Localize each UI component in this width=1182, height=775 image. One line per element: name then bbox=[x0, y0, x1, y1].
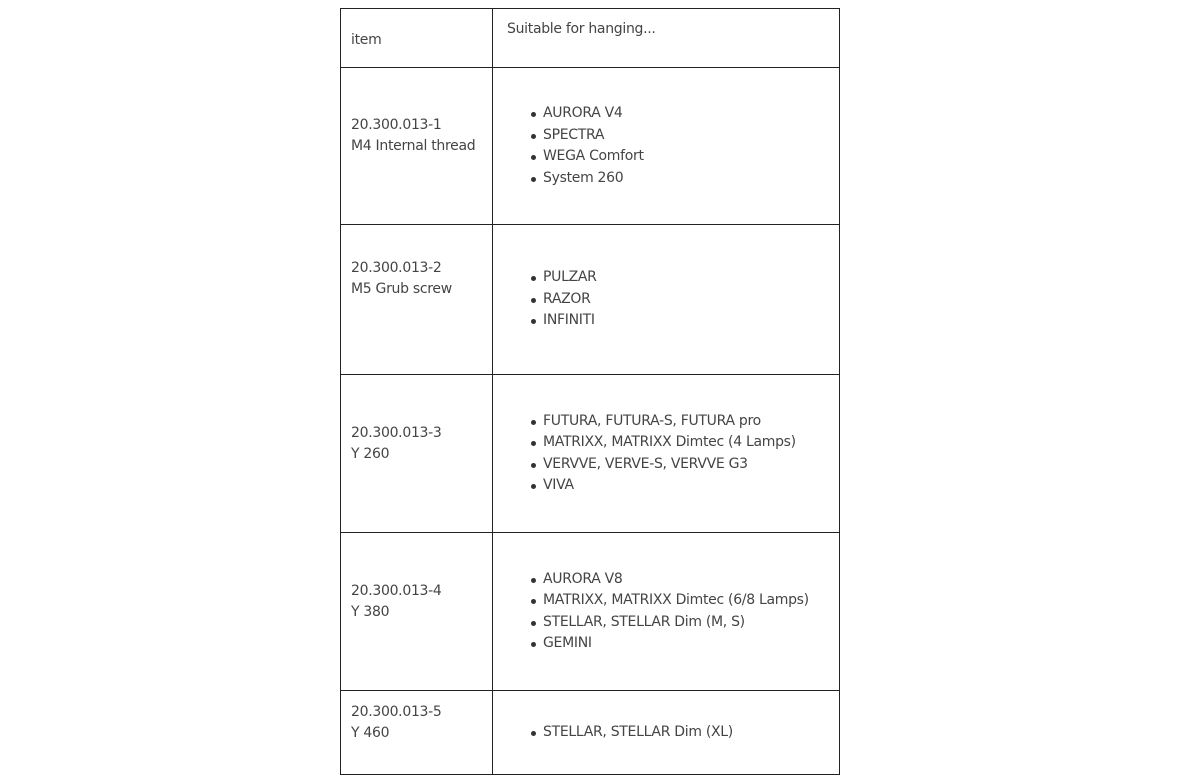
item-code: 20.300.013-2 bbox=[351, 260, 442, 276]
product-list: FUTURA, FUTURA-S, FUTURA pro MATRIXX, MAT… bbox=[507, 411, 829, 497]
table-row: 20.300.013-2 M5 Grub screw PULZAR RAZOR INFI… bbox=[340, 224, 840, 375]
product-list-item: STELLAR, STELLAR Dim (M, S) bbox=[531, 612, 829, 634]
product-list-item: STELLAR, STELLAR Dim (XL) bbox=[531, 722, 829, 744]
item-cell: 20.300.013-3 Y 260 bbox=[340, 374, 493, 533]
item-description: Y 380 bbox=[351, 603, 390, 620]
item-description: M4 Internal thread bbox=[351, 138, 476, 154]
table-row: 20.300.013-5 Y 460 STELLAR, STELLAR Dim (X… bbox=[340, 690, 840, 775]
item-code: 20.300.013-5 bbox=[351, 704, 442, 720]
suitable-cell: FUTURA, FUTURA-S, FUTURA pro MATRIXX, MAT… bbox=[492, 374, 840, 533]
hanging-compatibility-table: item Suitable for hanging... 20.300.013-… bbox=[340, 8, 840, 775]
product-list-item: GEMINI bbox=[531, 633, 829, 655]
table-header-row: item Suitable for hanging... bbox=[340, 8, 840, 68]
product-list: STELLAR, STELLAR Dim (XL) bbox=[507, 722, 829, 744]
item-code: 20.300.013-4 bbox=[351, 582, 442, 599]
suitable-cell: PULZAR RAZOR INFINITI bbox=[492, 224, 840, 375]
product-list: AURORA V4 SPECTRA WEGA Comfort System 260 bbox=[507, 103, 829, 189]
product-list-item: AURORA V4 bbox=[531, 103, 829, 125]
item-description: M5 Grub screw bbox=[351, 281, 452, 297]
product-list-item: PULZAR bbox=[531, 267, 829, 289]
item-cell: 20.300.013-5 Y 460 bbox=[340, 690, 493, 775]
suitable-cell: AURORA V4 SPECTRA WEGA Comfort System 260 bbox=[492, 67, 840, 225]
table-row: 20.300.013-3 Y 260 FUTURA, FUTURA-S, FUTUR… bbox=[340, 374, 840, 533]
item-description: Y 460 bbox=[351, 725, 390, 741]
table-row: 20.300.013-4 Y 380 AURORA V8 MATRIXX, MATRI… bbox=[340, 532, 840, 691]
product-list-item: AURORA V8 bbox=[531, 569, 829, 591]
product-list-item: VIVA bbox=[531, 475, 829, 497]
header-suitable-for: Suitable for hanging... bbox=[492, 8, 840, 68]
header-item: item bbox=[340, 8, 493, 68]
item-cell: 20.300.013-1 M4 Internal thread bbox=[340, 67, 493, 225]
product-list-item: FUTURA, FUTURA-S, FUTURA pro bbox=[531, 411, 829, 433]
suitable-cell: STELLAR, STELLAR Dim (XL) bbox=[492, 690, 840, 775]
product-list-item: MATRIXX, MATRIXX Dimtec (6/8 Lamps) bbox=[531, 590, 829, 612]
product-list-item: VERVVE, VERVE-S, VERVVE G3 bbox=[531, 454, 829, 476]
item-code: 20.300.013-3 bbox=[351, 424, 442, 441]
table-row: 20.300.013-1 M4 Internal thread AURORA V4 S… bbox=[340, 67, 840, 225]
product-list: AURORA V8 MATRIXX, MATRIXX Dimtec (6/8 La… bbox=[507, 569, 829, 655]
item-cell: 20.300.013-2 M5 Grub screw bbox=[340, 224, 493, 375]
product-list-item: SPECTRA bbox=[531, 125, 829, 147]
item-code: 20.300.013-1 bbox=[351, 117, 442, 133]
item-description: Y 260 bbox=[351, 445, 390, 462]
product-list-item: MATRIXX, MATRIXX Dimtec (4 Lamps) bbox=[531, 432, 829, 454]
product-list-item: RAZOR bbox=[531, 289, 829, 311]
item-cell: 20.300.013-4 Y 380 bbox=[340, 532, 493, 691]
product-list-item: WEGA Comfort bbox=[531, 146, 829, 168]
product-list: PULZAR RAZOR INFINITI bbox=[507, 267, 829, 332]
product-list-item: INFINITI bbox=[531, 310, 829, 332]
product-list-item: System 260 bbox=[531, 168, 829, 190]
suitable-cell: AURORA V8 MATRIXX, MATRIXX Dimtec (6/8 La… bbox=[492, 532, 840, 691]
